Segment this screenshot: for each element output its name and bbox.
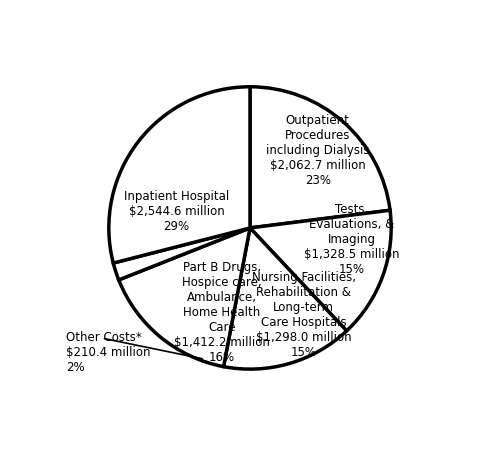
Text: Outpatient
Procedures
including Dialysis
$2,062.7 million
23%: Outpatient Procedures including Dialysis… <box>266 114 370 187</box>
Text: Part B Drugs,
Hospice care,
Ambulance,
Home Health
Care
$1,412.2 million
16%: Part B Drugs, Hospice care, Ambulance, H… <box>174 261 270 364</box>
Text: Other Costs*
$210.4 million
2%: Other Costs* $210.4 million 2% <box>66 331 151 374</box>
Wedge shape <box>250 210 391 331</box>
Text: Inpatient Hospital
$2,544.6 million
29%: Inpatient Hospital $2,544.6 million 29% <box>124 189 229 233</box>
Wedge shape <box>250 87 390 228</box>
Wedge shape <box>224 228 346 369</box>
Wedge shape <box>109 87 250 263</box>
Wedge shape <box>118 228 250 367</box>
Text: Nursing Facilities,
Rehabilitation &
Long-term
Care Hospitals
$1,298.0 million
1: Nursing Facilities, Rehabilitation & Lon… <box>252 272 356 360</box>
Text: Tests,
Evaluations, &
Imaging
$1,328.5 million
15%: Tests, Evaluations, & Imaging $1,328.5 m… <box>304 203 400 276</box>
Wedge shape <box>114 228 250 280</box>
